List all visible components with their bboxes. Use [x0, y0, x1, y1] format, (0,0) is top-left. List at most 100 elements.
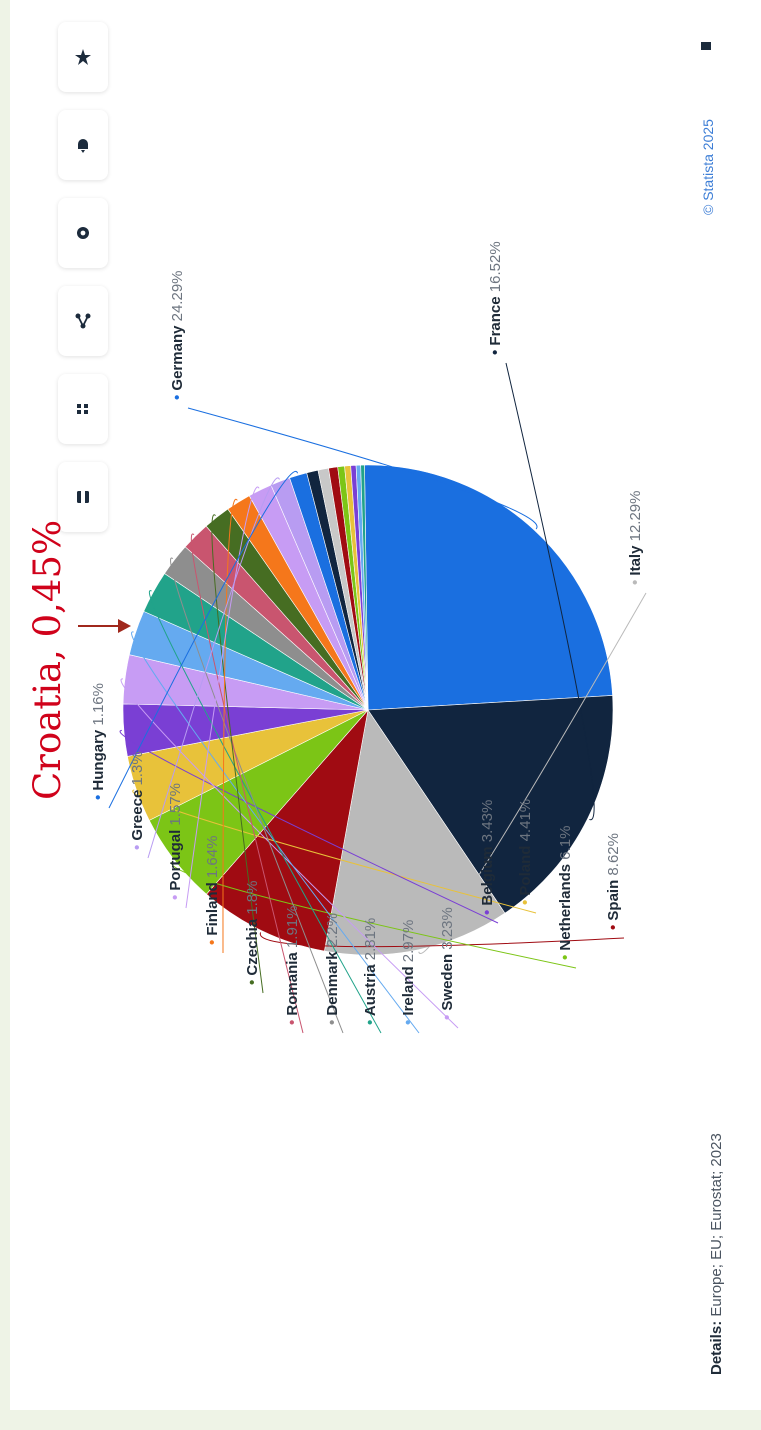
leader-line-hungary: [108, 471, 299, 809]
settings-button[interactable]: [58, 198, 108, 268]
print-button[interactable]: [58, 462, 108, 532]
slice-label-value: 3.23%: [439, 907, 456, 950]
slice-label-value: 16.52%: [487, 241, 504, 292]
star-icon: [75, 49, 91, 65]
slice-label-value: 1.3%: [129, 751, 146, 785]
slice-label-name: Italy: [627, 541, 644, 575]
slice-label-name: Germany: [169, 321, 186, 390]
statista-credit[interactable]: © Statista 2025: [700, 119, 716, 215]
leader-line-czechia: [211, 514, 264, 994]
pie-slice-italy-2[interactable]: [324, 709, 506, 956]
slice-label-name: Belgium: [479, 842, 496, 905]
slice-label-value: 3.43%: [479, 800, 496, 843]
croatia-annotation-text: Croatia, 0,45%: [26, 520, 69, 800]
slice-label-czechia: • Czechia 1.8%: [244, 881, 261, 985]
slice-label-germany: • Germany 24.29%: [169, 271, 186, 401]
details-value: Europe; EU; Eurostat; 2023: [708, 1133, 725, 1316]
slice-label-dot: •: [439, 1011, 456, 1020]
slice-label-ireland: • Ireland 2.97%: [400, 920, 417, 1025]
slice-label-name: Finland: [204, 878, 221, 936]
slice-label-name: Netherlands: [557, 860, 574, 951]
slice-label-dot: •: [400, 1016, 417, 1025]
slice-label-name: Romania: [284, 948, 301, 1016]
quote-icon: [77, 404, 88, 414]
cite-button[interactable]: [58, 374, 108, 444]
slice-label-value: 24.29%: [169, 271, 186, 322]
slice-label-name: Austria: [362, 960, 379, 1016]
bell-icon: [78, 139, 88, 153]
slice-label-denmark: • Denmark 2.2%: [324, 913, 341, 1025]
gear-icon: [77, 227, 89, 239]
slice-label-name: France: [487, 292, 504, 345]
favorite-button[interactable]: [58, 22, 108, 92]
share-icon: [75, 313, 91, 329]
slice-label-dot: •: [627, 576, 644, 585]
leader-line-denmark: [170, 557, 344, 1034]
notification-button[interactable]: [58, 110, 108, 180]
slice-label-austria: • Austria 2.81%: [362, 918, 379, 1025]
slice-label-dot: •: [557, 951, 574, 960]
chart-meta: © Statista 2025 Details: Europe; EU; Euro…: [700, 42, 725, 1375]
slice-label-value: 1.16%: [90, 683, 107, 726]
slice-label-dot: •: [90, 791, 107, 800]
slice-label-italy: • Italy 12.29%: [627, 491, 644, 585]
slice-label-finland: • Finland 1.64%: [204, 836, 221, 945]
slice-label-value: 2.81%: [362, 918, 379, 961]
details-text: Details: Europe; EU; Eurostat; 2023: [708, 1133, 725, 1375]
pie-slice-spain-3[interactable]: [205, 708, 369, 952]
leader-line-italy: [418, 592, 647, 954]
slice-label-sweden: • Sweden 3.23%: [439, 907, 456, 1020]
slice-label-value: 1.8%: [244, 881, 261, 915]
leader-line-finland: [222, 498, 238, 954]
slice-label-belgium: • Belgium 3.43%: [479, 800, 496, 915]
slice-label-name: Sweden: [439, 950, 456, 1011]
leader-lines: [108, 362, 647, 1034]
leader-line-belgium: [119, 729, 499, 924]
pie-slice-other-24[interactable]: [360, 464, 369, 711]
leader-line-france: [505, 362, 595, 821]
slice-label-hungary: • Hungary 1.16%: [90, 683, 107, 800]
leader-line-austria: [148, 590, 382, 1034]
leader-line-ireland: [131, 631, 420, 1034]
slice-label-name: Hungary: [90, 726, 107, 791]
slice-label-value: 2.2%: [324, 913, 341, 947]
slice-label-value: 1.57%: [167, 783, 184, 826]
slice-label-dot: •: [204, 936, 221, 945]
slice-label-dot: •: [167, 891, 184, 900]
slice-label-dot: •: [487, 346, 504, 355]
slice-labels: • Germany 24.29%• France 16.52%• Italy 1…: [90, 241, 644, 1025]
slice-label-dot: •: [362, 1016, 379, 1025]
slice-label-value: 6.1%: [557, 826, 574, 860]
statista-flag-icon: [701, 42, 711, 50]
slice-label-value: 12.29%: [627, 491, 644, 542]
slice-label-value: 1.91%: [284, 906, 301, 949]
slice-label-dot: •: [169, 391, 186, 400]
slice-label-france: • France 16.52%: [487, 241, 504, 355]
slice-label-name: Poland: [517, 841, 534, 895]
slice-label-name: Denmark: [324, 947, 341, 1015]
share-button[interactable]: [58, 286, 108, 356]
leader-line-netherlands: [171, 860, 577, 969]
slice-label-dot: •: [324, 1016, 341, 1025]
slice-label-value: 1.64%: [204, 836, 221, 879]
slice-label-name: Czechia: [244, 915, 261, 976]
pie-slice-germany-0[interactable]: [364, 464, 613, 711]
slice-label-name: Ireland: [400, 962, 417, 1015]
leader-line-sweden: [120, 678, 459, 1029]
slice-label-value: 4.41%: [517, 799, 534, 842]
leader-line-germany: [187, 407, 538, 530]
croatia-arrow-head: [118, 619, 131, 633]
leader-line-romania: [190, 533, 304, 1034]
slice-label-value: 2.97%: [400, 920, 417, 963]
slice-label-name: Portugal: [167, 826, 184, 891]
slice-label-dot: •: [517, 896, 534, 905]
leader-line-greece: [147, 477, 280, 859]
leader-line-poland: [132, 789, 537, 914]
slice-label-dot: •: [284, 1016, 301, 1025]
slice-label-greece: • Greece 1.3%: [129, 751, 146, 850]
slice-label-dot: •: [605, 921, 622, 930]
pie-slice-france-1[interactable]: [367, 695, 614, 914]
print-icon: [77, 491, 89, 503]
